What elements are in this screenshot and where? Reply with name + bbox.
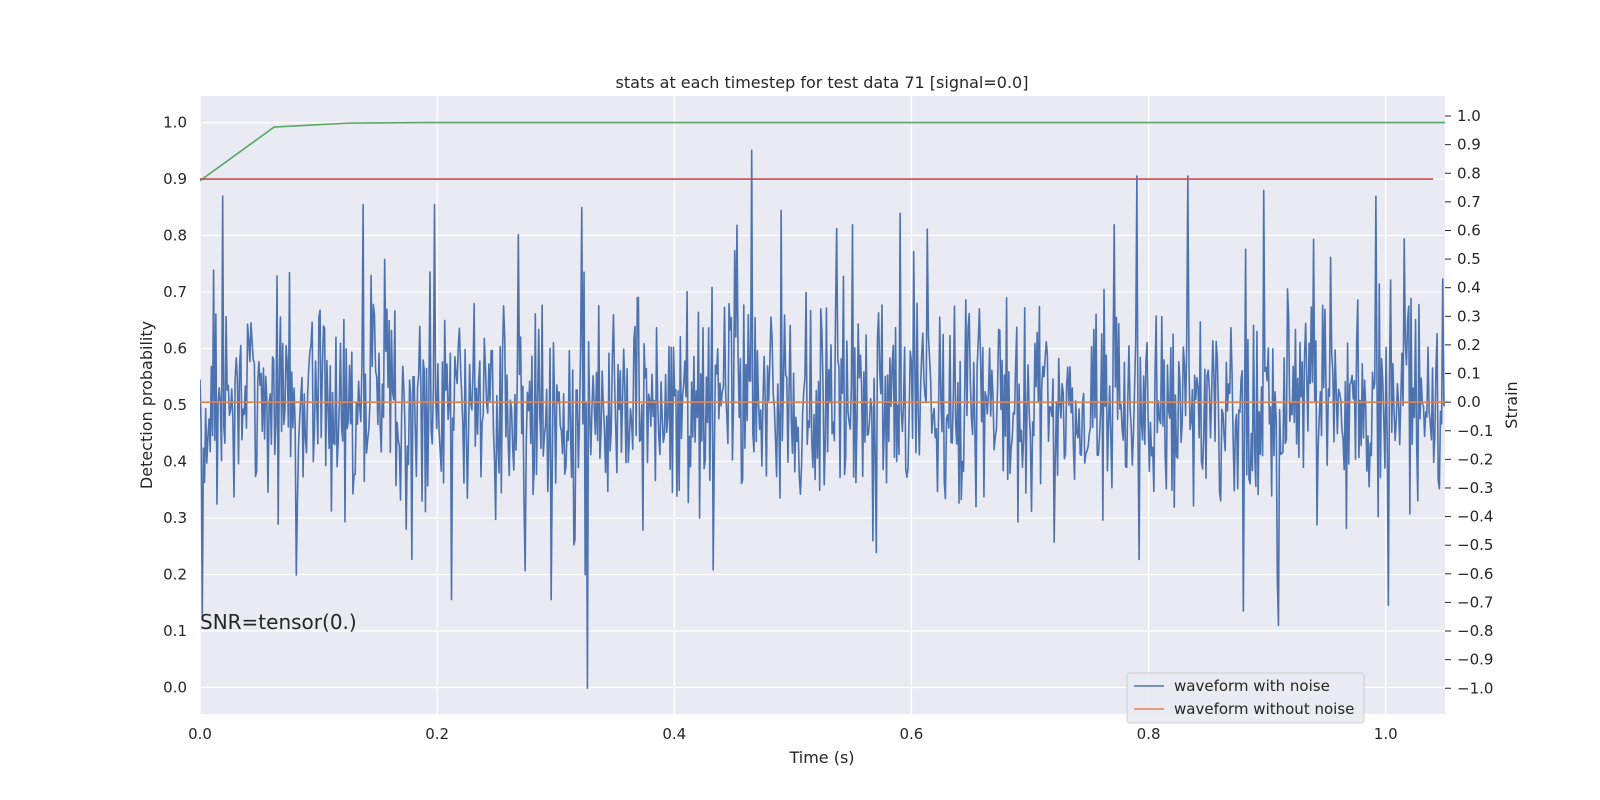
right-y-tick-label: 0.9	[1457, 136, 1481, 154]
right-y-tick-label: −0.2	[1457, 450, 1493, 468]
left-y-tick-label: 0.2	[163, 565, 187, 583]
right-y-tick-label: 0.3	[1457, 307, 1481, 325]
right-y-tick-label: 0.6	[1457, 221, 1481, 239]
snr-annotation: SNR=tensor(0.)	[200, 610, 357, 634]
right-y-tick-label: −1.0	[1457, 679, 1493, 697]
right-y-tick-label: 0.0	[1457, 393, 1481, 411]
left-y-tick-label: 0.8	[163, 227, 187, 245]
right-y-tick-label: 0.7	[1457, 193, 1481, 211]
left-y-tick-label: 0.9	[163, 170, 187, 188]
right-y-tick-label: −0.3	[1457, 479, 1493, 497]
left-y-axis: 0.0 0.1 0.2 0.3 0.4 0.5 0.6 0.7 0.8 0.9 1.0	[163, 114, 187, 697]
right-y-tick-label: 0.2	[1457, 336, 1481, 354]
x-tick-label: 0.0	[188, 725, 212, 743]
series-layer	[200, 121, 1445, 690]
left-y-tick-label: 1.0	[163, 114, 187, 132]
chart-title: stats at each timestep for test data 71 …	[616, 73, 1029, 92]
series-line-2	[200, 121, 1445, 182]
x-tick-label: 0.2	[425, 725, 449, 743]
x-axis-label: Time (s)	[788, 748, 854, 767]
legend: waveform with noise waveform without noi…	[1126, 672, 1365, 724]
right-y-tick-label: −0.8	[1457, 622, 1493, 640]
x-tick-label: 0.4	[662, 725, 686, 743]
x-tick-label: 0.8	[1137, 725, 1161, 743]
left-y-tick-label: 0.5	[163, 396, 187, 414]
left-y-axis-label: Detection probability	[137, 321, 156, 489]
left-y-tick-label: 0.7	[163, 283, 187, 301]
right-y-tick-label: 0.1	[1457, 365, 1481, 383]
series-waveform-with-noise	[200, 149, 1445, 690]
left-y-tick-label: 0.1	[163, 622, 187, 640]
legend-label-waveform-with-noise: waveform with noise	[1174, 677, 1330, 695]
right-y-tick-label: −0.9	[1457, 651, 1493, 669]
right-y-tick-label: −0.5	[1457, 536, 1493, 554]
right-y-axis-label: Strain	[1502, 381, 1521, 428]
x-axis: 0.0 0.2 0.4 0.6 0.8 1.0	[188, 725, 1398, 743]
right-y-tick-label: −0.4	[1457, 508, 1493, 526]
right-y-tick-label: 1.0	[1457, 107, 1481, 125]
left-y-tick-label: 0.3	[163, 509, 187, 527]
x-tick-label: 0.6	[899, 725, 923, 743]
right-y-axis: 1.0 0.9 0.8 0.7 0.6 0.5 0.4 0.3 0.2 0.1 0.0 −0.1 −0.…	[1445, 107, 1493, 697]
x-tick-label: 1.0	[1374, 725, 1398, 743]
left-y-tick-label: 0.0	[163, 678, 187, 696]
right-y-tick-label: −0.1	[1457, 422, 1493, 440]
legend-label-waveform-without-noise: waveform without noise	[1174, 700, 1354, 718]
left-y-tick-label: 0.4	[163, 452, 187, 470]
left-y-tick-label: 0.6	[163, 340, 187, 358]
right-y-tick-label: 0.4	[1457, 279, 1481, 297]
legend-box	[1126, 672, 1365, 724]
right-y-tick-label: −0.6	[1457, 565, 1493, 583]
right-y-tick-label: 0.8	[1457, 164, 1481, 182]
right-y-tick-label: −0.7	[1457, 593, 1493, 611]
right-y-tick-label: 0.5	[1457, 250, 1481, 268]
